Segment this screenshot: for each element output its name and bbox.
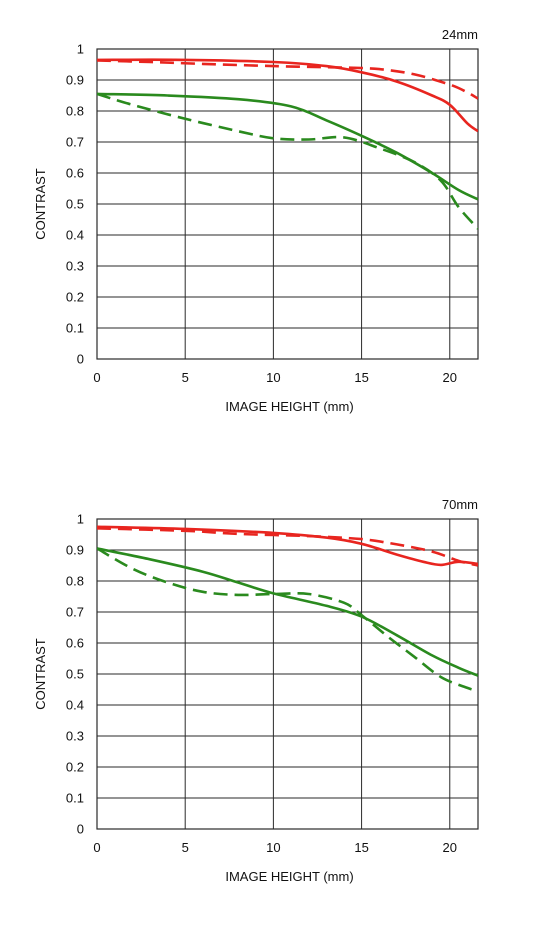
y-tick-label: 0.1 (66, 791, 84, 806)
x-tick-label: 15 (354, 840, 368, 855)
x-tick-label: 0 (93, 370, 100, 385)
y-tick-label: 0.4 (66, 228, 84, 243)
focal-length-label: 70mm (442, 497, 478, 512)
chart-svg-70mm: 00.10.20.30.40.50.60.70.80.910 5 10 15 2070m… (33, 497, 479, 884)
series-line-green-dashed (97, 547, 478, 693)
focal-length-label: 24mm (442, 27, 478, 42)
y-tick-label: 1 (77, 42, 84, 57)
series-line-red-solid (97, 525, 478, 567)
y-tick-label: 0.9 (66, 73, 84, 88)
x-axis-label: IMAGE HEIGHT (mm) (225, 399, 353, 414)
series-line-green-solid (97, 547, 478, 677)
mtf-chart-70mm: 0 0.1 0.2 0.3 0.4 0.5 0.6 0.7 0.8 0.9 1 0 5 10 15 20 70m… (0, 490, 550, 910)
y-axis-label: CONTRAST (33, 638, 48, 710)
series-line-red-solid (97, 58, 478, 133)
x-tick-label: 10 (266, 370, 280, 385)
chart-svg-24mm: 00.10.20.30.40.50.60.70.80.910 5 10 15 2024m… (33, 27, 479, 414)
x-tick-label: 10 (266, 840, 280, 855)
y-tick-label: 0.7 (66, 605, 84, 620)
x-tick-label: 0 (93, 840, 100, 855)
plot-frame (96, 48, 479, 360)
y-tick-label: 0.5 (66, 667, 84, 682)
plot-frame (96, 518, 479, 830)
y-tick-label: 0.2 (66, 290, 84, 305)
y-tick-label: 0 (77, 822, 84, 837)
y-tick-label: 0.5 (66, 197, 84, 212)
series-line-green-dashed (97, 92, 478, 230)
x-tick-label: 20 (443, 370, 457, 385)
x-tick-label: 20 (443, 840, 457, 855)
y-tick-label: 0.6 (66, 636, 84, 651)
y-tick-label: 0.3 (66, 729, 84, 744)
y-tick-label: 0.7 (66, 135, 84, 150)
y-tick-label: 0.8 (66, 104, 84, 119)
y-tick-label: 0.3 (66, 259, 84, 274)
x-tick-label: 5 (182, 370, 189, 385)
y-tick-label: 0.1 (66, 321, 84, 336)
series-line-red-dashed (97, 527, 478, 567)
y-tick-label: 0.4 (66, 698, 84, 713)
y-tick-label: 0.6 (66, 166, 84, 181)
series-line-red-dashed (97, 59, 478, 100)
x-axis-label: IMAGE HEIGHT (mm) (225, 869, 353, 884)
series-line-green-solid (97, 92, 478, 201)
y-tick-label: 0.9 (66, 543, 84, 558)
x-tick-label: 15 (354, 370, 368, 385)
x-tick-label: 5 (182, 840, 189, 855)
y-tick-label: 0.8 (66, 574, 84, 589)
y-tick-label: 0 (77, 352, 84, 367)
y-tick-label: 1 (77, 512, 84, 527)
y-axis-label: CONTRAST (33, 168, 48, 240)
y-tick-label: 0.2 (66, 760, 84, 775)
mtf-chart-24mm: 0 0.1 0.2 0.3 0.4 0.5 0.6 0.7 0.8 0.9 1 0 5 10 15 20 24m… (0, 20, 550, 440)
